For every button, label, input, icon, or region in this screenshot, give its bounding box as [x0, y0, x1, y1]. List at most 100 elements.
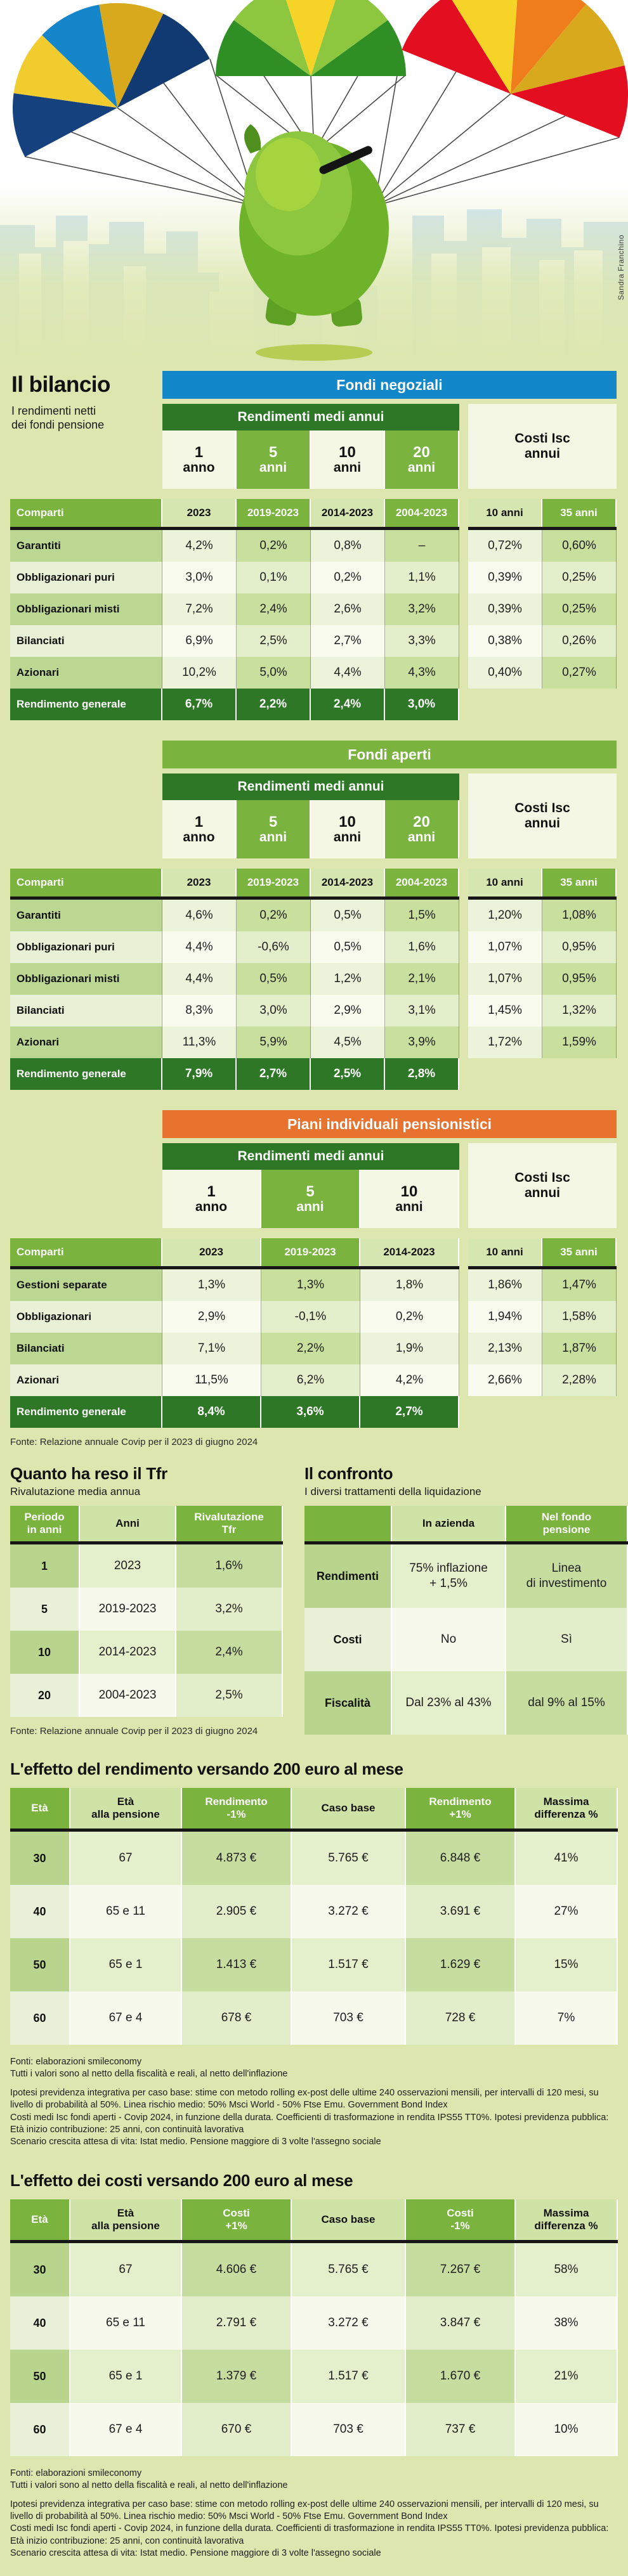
- cost-cell: 0,95%: [542, 931, 617, 963]
- cell: 10%: [516, 2402, 618, 2456]
- cell: 8,3%: [162, 995, 237, 1026]
- row-label: 1: [10, 1544, 80, 1588]
- cell: 703 €: [292, 2402, 406, 2456]
- cost-cell: 0,60%: [542, 530, 617, 562]
- table-tfr: Periodo in anni Anni Rivalutazione Tfr 1 202…: [10, 1506, 283, 1717]
- table-fondi-negoziali: Il bilancio I rendimenti netti dei fondi…: [10, 371, 618, 720]
- cost-cell: 1,07%: [468, 963, 542, 995]
- footnote-netto: Tutti i valori sono al netto della fisca…: [10, 2069, 288, 2080]
- cost-cell: 1,59%: [542, 1026, 617, 1058]
- footnote-ipotesi: Ipotesi previdenza integrativa per caso …: [10, 2088, 599, 2111]
- cell: 4,2%: [162, 530, 237, 562]
- column-header: 10 anni: [311, 800, 385, 858]
- cell: 6,9%: [162, 625, 237, 657]
- column-header: 5 anni: [261, 1170, 360, 1228]
- column-header: Età alla pensione: [70, 1788, 182, 1828]
- header-divider: [10, 527, 459, 530]
- header-illustration: Sandra Franchino: [0, 0, 628, 371]
- column-header: Massima differenza %: [516, 2199, 618, 2240]
- source-note: Fonte: Relazione annuale Covip per il 20…: [10, 1437, 258, 1447]
- cell: 2019-2023: [80, 1588, 176, 1631]
- period-header: 2023: [162, 1238, 261, 1266]
- footnote-scenario: Scenario crescita attesa di vita: Istat …: [10, 2136, 381, 2147]
- cell: 3,2%: [385, 593, 459, 625]
- cell: 2004-2023: [80, 1674, 176, 1717]
- footnotes-rendimento: Fonti: elaborazioni smileconomy Tutti i …: [0, 2056, 628, 2148]
- cell: Linea di investimento: [506, 1544, 628, 1608]
- row-label: 5: [10, 1588, 80, 1631]
- cell: –: [385, 530, 459, 562]
- cell: 2,7%: [311, 625, 385, 657]
- row-label: 30: [10, 2243, 70, 2296]
- cost-cell: 1,72%: [468, 1026, 542, 1058]
- total-cell: 2,5%: [311, 1058, 385, 1090]
- total-label: Rendimento generale: [10, 1058, 162, 1090]
- footnotes-costi: Fonti: elaborazioni smileconomy Tutti i …: [0, 2468, 628, 2560]
- period-header: 2004-2023: [385, 499, 459, 527]
- cell: 2,1%: [385, 963, 459, 995]
- row-label: Gestioni separate: [10, 1269, 162, 1301]
- row-label: Azionari: [10, 1026, 162, 1058]
- cell: 3.691 €: [406, 1885, 516, 1938]
- table-effetto-costi: Età Età alla pensione Costi +1% Caso base Co…: [10, 2199, 618, 2456]
- cell: 4,4%: [311, 657, 385, 689]
- cell: 2,5%: [237, 625, 311, 657]
- cell: 3,0%: [237, 995, 311, 1026]
- column-header: Caso base: [292, 2199, 406, 2240]
- cell: 1,6%: [385, 931, 459, 963]
- table-title-bar: Piani individuali pensionistici: [162, 1110, 617, 1138]
- page-subtitle: I rendimenti netti dei fondi pensione: [11, 405, 105, 431]
- column-header: Costi -1%: [406, 2199, 516, 2240]
- cell: 0,5%: [237, 963, 311, 995]
- column-header: Periodo in anni: [10, 1506, 80, 1541]
- cell: 2014-2023: [80, 1631, 176, 1674]
- cell: 0,5%: [311, 931, 385, 963]
- cost-cell: 0,27%: [542, 657, 617, 689]
- cell: dal 9% al 15%: [506, 1671, 628, 1735]
- table-piani-individuali: Piani individuali pensionistici Rendiment…: [10, 1110, 618, 1428]
- row-label: Bilanciati: [10, 625, 162, 657]
- cell: 5,9%: [237, 1026, 311, 1058]
- cost-cell: 1,45%: [468, 995, 542, 1026]
- cell: 728 €: [406, 1991, 516, 2045]
- cell: 75% inflazione + 1,5%: [392, 1544, 506, 1608]
- cell: 67 e 4: [70, 2402, 182, 2456]
- parachute-left: [13, 3, 210, 157]
- table-title-bar: Fondi aperti: [162, 741, 617, 768]
- cell: 5.765 €: [292, 1832, 406, 1885]
- cell: 67: [70, 1832, 182, 1885]
- cell: 2.791 €: [182, 2296, 292, 2350]
- confronto-section: Il confronto I diversi trattamenti della…: [304, 1464, 628, 1735]
- cell: 2,4%: [237, 593, 311, 625]
- row-label: Bilanciati: [10, 995, 162, 1026]
- column-header: 10 anni: [311, 430, 385, 489]
- table-title-bar: Fondi negoziali: [162, 371, 617, 399]
- total-cell: 2,8%: [385, 1058, 459, 1090]
- cell: 4,4%: [162, 931, 237, 963]
- cell: 1,8%: [360, 1269, 459, 1301]
- column-header: Caso base: [292, 1788, 406, 1828]
- cell: 1,2%: [311, 963, 385, 995]
- column-header: In azienda: [392, 1506, 506, 1541]
- effetto-costi-heading: L'effetto dei costi versando 200 euro al…: [10, 2170, 353, 2190]
- cell: 3,9%: [385, 1026, 459, 1058]
- column-header: Rendimento +1%: [406, 1788, 516, 1828]
- header-divider: [10, 1266, 459, 1269]
- column-header: Rivalutazione Tfr: [176, 1506, 283, 1541]
- column-header: Nel fondo pensione: [506, 1506, 628, 1541]
- column-header: Anni: [80, 1506, 176, 1541]
- cost-cell: 0,25%: [542, 593, 617, 625]
- cost-cell: 1,87%: [542, 1333, 617, 1364]
- cost-period-header: 10 anni: [468, 869, 542, 896]
- cell: 1.670 €: [406, 2349, 516, 2403]
- tfr-subheading: Rivalutazione media annua: [10, 1485, 141, 1498]
- cell: 11,3%: [162, 1026, 237, 1058]
- cell: 1,1%: [385, 562, 459, 593]
- cell: 21%: [516, 2349, 618, 2403]
- footnote-fonti: Fonti: elaborazioni smileconomy: [10, 2468, 142, 2478]
- cell: 65 e 1: [70, 1938, 182, 1991]
- cell: 67: [70, 2243, 182, 2296]
- row-label: 60: [10, 1991, 70, 2045]
- row-label: 10: [10, 1631, 80, 1674]
- column-header: Età: [10, 2199, 70, 2240]
